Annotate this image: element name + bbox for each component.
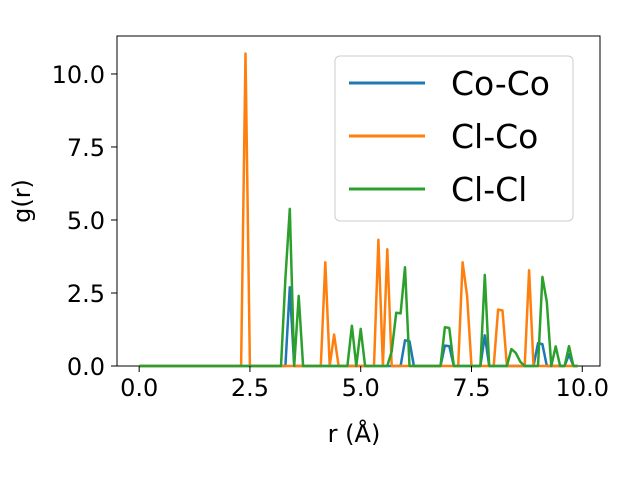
y-tick-label: 10.0 bbox=[52, 61, 105, 89]
y-tick-label: 0.0 bbox=[67, 353, 105, 381]
y-tick-label: 2.5 bbox=[67, 280, 105, 308]
y-tick-label: 5.0 bbox=[67, 207, 105, 235]
legend-label-co-co: Co-Co bbox=[451, 64, 550, 103]
legend-label-cl-cl: Cl-Cl bbox=[451, 170, 527, 209]
series-layer bbox=[139, 52, 578, 368]
x-tick-label: 5.0 bbox=[342, 374, 380, 402]
y-axis: 0.0 2.5 5.0 7.5 10.0 bbox=[52, 61, 117, 381]
legend-items: Co-Co Cl-Co Cl-Cl bbox=[349, 64, 550, 209]
y-axis-label: g(r) bbox=[8, 179, 36, 223]
y-tick-label: 7.5 bbox=[67, 134, 105, 162]
x-tick-label: 10.0 bbox=[556, 374, 609, 402]
x-axis-label: r (Å) bbox=[328, 419, 381, 448]
series-line-cl-cl bbox=[139, 207, 578, 368]
legend-box bbox=[334, 55, 574, 222]
x-tick-label: 2.5 bbox=[231, 374, 269, 402]
legend-label-cl-co: Cl-Co bbox=[451, 117, 538, 156]
legend: Co-Co Cl-Co Cl-Cl bbox=[334, 55, 574, 222]
x-tick-label: 0.0 bbox=[120, 374, 158, 402]
x-axis: 0.0 2.5 5.0 7.5 10.0 bbox=[120, 366, 609, 402]
x-tick-label: 7.5 bbox=[452, 374, 490, 402]
series-line-cl-co bbox=[139, 52, 578, 368]
